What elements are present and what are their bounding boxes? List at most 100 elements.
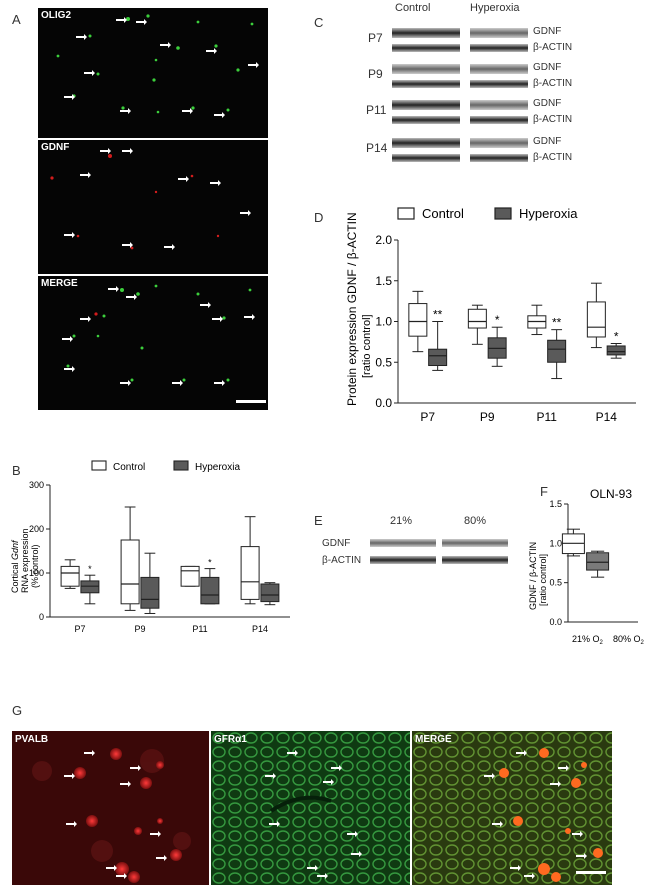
- box: [60, 565, 80, 587]
- y-tick-label: 100: [29, 568, 44, 578]
- blot-c-row-label: P7: [368, 31, 383, 45]
- western-blot-c: [392, 28, 528, 162]
- y-tick-label: 1.0: [549, 538, 562, 548]
- blot-c-band-label: β-ACTIN: [533, 114, 573, 125]
- blot-c-band-label: β-ACTIN: [533, 78, 573, 89]
- micrograph-gfra1-image: [211, 731, 410, 885]
- x-tick-label: P7: [74, 624, 85, 634]
- legend-hyperoxia-label: Hyperoxia: [519, 206, 578, 221]
- y-tick-label: 0.0: [375, 396, 392, 410]
- x-tick-label: P9: [480, 410, 495, 424]
- box: [200, 576, 220, 605]
- y-tick-label: 1.5: [549, 499, 562, 509]
- blot-c-band-label: GDNF: [533, 136, 562, 147]
- box: [586, 552, 610, 571]
- chart-f: OLN-93 GDNF / β-ACTIN [ratio control] 0.…: [528, 487, 645, 646]
- box: [467, 308, 487, 329]
- y-tick-label: 0.5: [549, 578, 562, 588]
- blot-c-row-label: P9: [368, 67, 383, 81]
- micrograph-olig2-image: [56, 14, 259, 118]
- blot-c-band-label: GDNF: [533, 26, 562, 37]
- y-tick-label: 1.5: [375, 274, 392, 288]
- blot-c-band-label: GDNF: [533, 62, 562, 73]
- panel-label-a: A: [12, 12, 21, 27]
- y-axis-label-2: [ratio control]: [538, 554, 548, 606]
- y-tick-label: 0.5: [375, 355, 392, 369]
- y-axis-label: Cortical Gdnf: [10, 539, 20, 593]
- micrograph-gdnf: GDNF: [38, 140, 268, 274]
- chart-d: Control Hyperoxia Protein expression GDN…: [345, 206, 636, 424]
- micrograph-merge-g-image: [412, 731, 612, 885]
- x-tick-label: P7: [420, 410, 435, 424]
- micrograph-title: PVALB: [15, 734, 49, 745]
- chart-b: Control Hyperoxia Cortical Gdnf RNA expr…: [10, 460, 290, 634]
- y-axis-label: GDNF / β-ACTIN: [528, 542, 538, 610]
- box: [140, 576, 160, 609]
- significance-star: *: [88, 564, 92, 574]
- micrograph-merge-g: MERGE: [412, 731, 612, 885]
- box: [408, 303, 428, 337]
- x-tick-label: 21% O2: [572, 634, 604, 646]
- significance-star: **: [552, 316, 562, 330]
- blot-e-band-label: GDNF: [322, 538, 351, 549]
- x-tick-label: P14: [252, 624, 268, 634]
- blot-e-header: 21%: [390, 515, 413, 527]
- micrograph-title: OLIG2: [41, 10, 72, 21]
- y-tick-label: 1.0: [375, 315, 392, 329]
- y-tick-label: 0.0: [549, 617, 562, 627]
- micrograph-olig2: OLIG2: [38, 8, 268, 138]
- blot-c-band-label: β-ACTIN: [533, 42, 573, 53]
- chart-b-legend: Control Hyperoxia: [91, 460, 240, 473]
- micrograph-merge-image: [62, 284, 266, 403]
- box: [428, 348, 448, 367]
- box: [260, 583, 280, 603]
- blot-row-p7: [392, 28, 528, 52]
- blot-c-row-label: P11: [366, 103, 387, 117]
- micrograph-pvalb-image: [32, 748, 191, 883]
- box: [120, 539, 140, 605]
- significance-star: *: [208, 558, 212, 568]
- blot-c-band-label: β-ACTIN: [533, 152, 573, 163]
- box: [586, 301, 606, 338]
- y-axis-label-2: [ratio control]: [361, 314, 373, 378]
- micrograph-pvalb: PVALB: [12, 731, 209, 885]
- panel-label-g: G: [12, 703, 23, 718]
- y-tick-label: 300: [29, 480, 44, 490]
- micrograph-title: GFRα1: [214, 734, 247, 745]
- panel-label-d: D: [314, 210, 324, 225]
- micrograph-title: MERGE: [41, 278, 78, 289]
- legend-control-label: Control: [113, 462, 145, 473]
- blot-row-p14: [392, 138, 528, 162]
- chart-d-legend: Control Hyperoxia: [397, 206, 578, 221]
- legend-hyperoxia-label: Hyperoxia: [195, 462, 240, 473]
- legend-control-label: Control: [422, 206, 464, 221]
- blot-c-band-label: GDNF: [533, 98, 562, 109]
- box: [180, 565, 200, 587]
- x-tick-label: P14: [596, 410, 618, 424]
- box: [547, 339, 567, 363]
- micrograph-title: GDNF: [41, 142, 70, 153]
- micrograph-gfra1: GFRα1: [211, 731, 410, 885]
- micrograph-title: MERGE: [415, 734, 452, 745]
- chart-f-title: OLN-93: [590, 487, 632, 501]
- box: [606, 345, 626, 356]
- panel-label-e: E: [314, 513, 323, 528]
- blot-e-header: 80%: [464, 515, 487, 527]
- blot-row-p11: [392, 100, 528, 124]
- significance-star: *: [614, 330, 619, 344]
- significance-star: *: [495, 313, 500, 327]
- micrograph-gdnf-image: [50, 148, 251, 250]
- x-tick-label: P9: [134, 624, 145, 634]
- panel-label-f: F: [540, 484, 548, 499]
- y-tick-label: 200: [29, 524, 44, 534]
- y-tick-label: 2.0: [375, 233, 392, 247]
- western-blot-e: [370, 539, 508, 564]
- blot-c-row-label: P14: [366, 141, 388, 155]
- box: [80, 580, 100, 594]
- blot-e-band-label: β-ACTIN: [322, 555, 362, 566]
- y-axis-label: Protein expression GDNF / β-ACTIN: [345, 212, 359, 406]
- panel-label-b: B: [12, 463, 21, 478]
- panel-label-c: C: [314, 15, 324, 30]
- significance-star: **: [433, 308, 443, 322]
- blot-row-p9: [392, 64, 528, 88]
